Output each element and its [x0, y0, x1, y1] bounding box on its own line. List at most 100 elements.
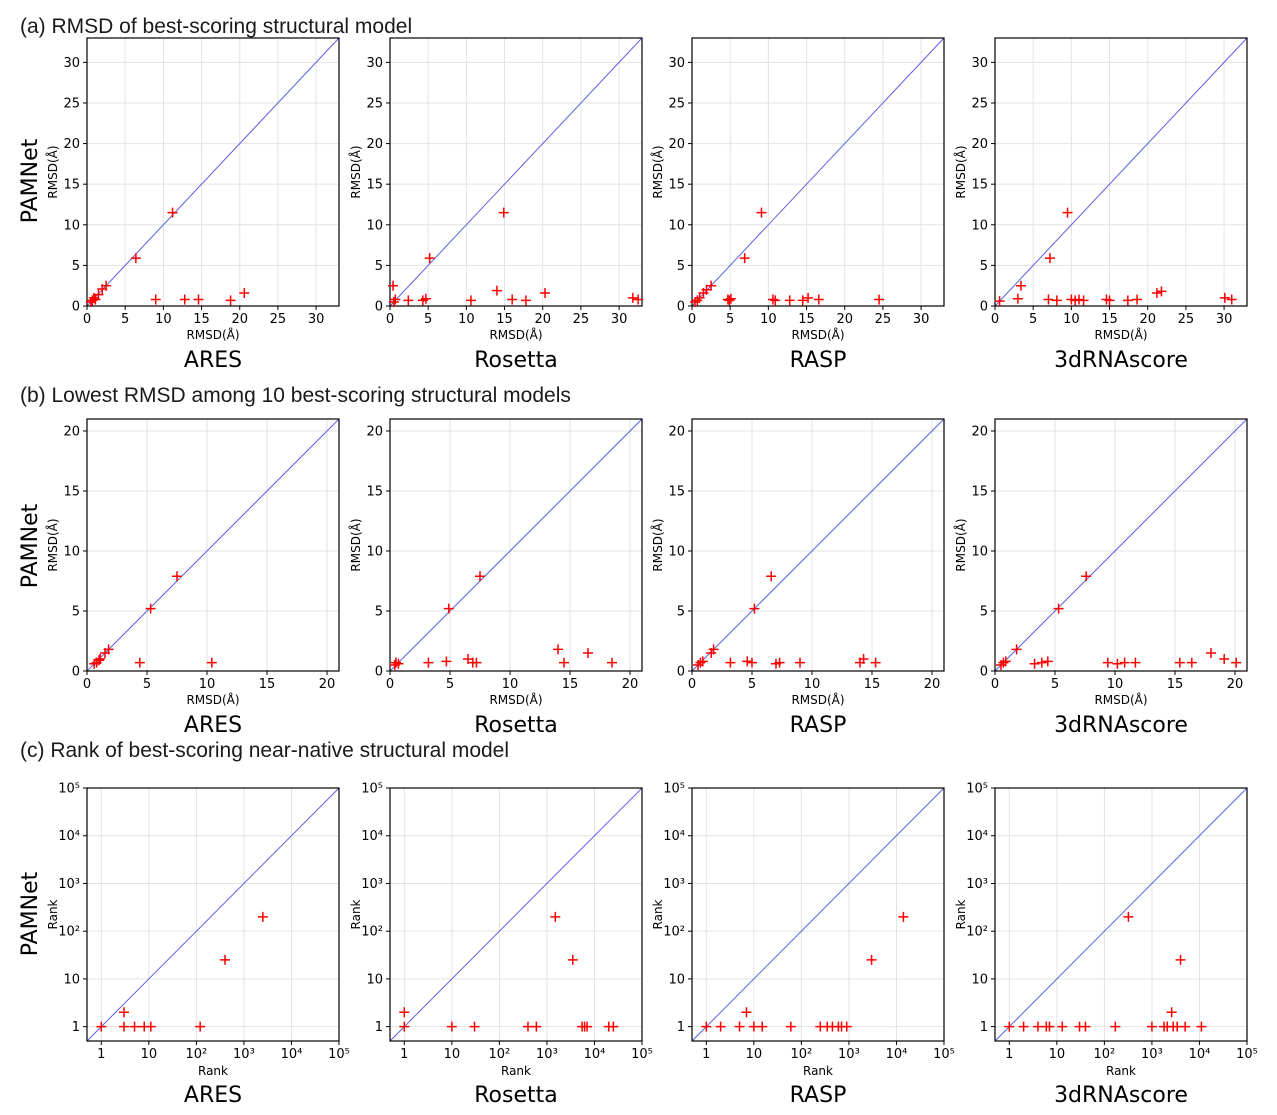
data-point [582, 1021, 593, 1032]
x-tick-label: 10 [1107, 677, 1124, 692]
y-tick-label: 10⁴ [361, 829, 383, 844]
y-tick-label: 10³ [58, 877, 80, 892]
x-tick-label: 25 [875, 312, 892, 327]
y-tick-label: 30 [366, 56, 383, 71]
x-tick-label: 15 [562, 677, 579, 692]
panel-0-1: 00 5 5 10 10 15 15 20 20 25 25 30 30 RMSD(Å) RMSD(Å) Ro… [348, 37, 644, 373]
y-tick-label: 10⁵ [663, 782, 685, 797]
y-tick-label: 10 [63, 545, 80, 560]
data-point [118, 1021, 129, 1032]
data-point [101, 280, 112, 291]
x-tick-label: 1 [1005, 1047, 1013, 1062]
x-tick-label: 25 [573, 312, 590, 327]
diagonal-line [389, 787, 643, 1042]
data-point [1011, 644, 1022, 655]
data-point [608, 1021, 619, 1032]
x-tick-label: 10⁴ [281, 1047, 303, 1062]
y-tick-label: 20 [366, 425, 383, 440]
x-tick-label: 10³ [838, 1047, 860, 1062]
data-point [1132, 294, 1143, 305]
data-point [150, 294, 161, 305]
data-point [531, 1021, 542, 1032]
axes-frame [994, 418, 1248, 672]
data-point [193, 294, 204, 305]
method-label: 3dRNAscore [1054, 1083, 1188, 1108]
data-point [129, 1021, 140, 1032]
data-point [866, 954, 877, 965]
data-point [93, 289, 104, 300]
panel-0-0: 00 5 5 10 10 15 15 20 20 25 25 30 30 RMSD(Å) RMSD(Å) AR… [45, 37, 340, 373]
method-label: ARES [184, 348, 242, 373]
axes-frame [86, 787, 340, 1042]
data-point [749, 603, 760, 614]
data-point [1042, 656, 1053, 667]
data-point [1044, 1021, 1055, 1032]
data-point [724, 295, 735, 306]
data-point [1130, 657, 1141, 668]
data-point [1032, 1021, 1043, 1032]
x-axis-label: RMSD(Å) [489, 327, 542, 342]
axes-frame [691, 37, 945, 307]
data-point [1078, 295, 1089, 306]
row-ylabel-b: PAMNet [18, 503, 43, 588]
data-point [465, 295, 476, 306]
y-tick-label: 20 [63, 425, 80, 440]
data-point [1062, 207, 1073, 218]
x-tick-label: 25 [1178, 312, 1195, 327]
y-tick-label: 5 [980, 605, 988, 620]
x-tick-label: 5 [748, 677, 756, 692]
data-point [399, 1021, 410, 1032]
data-point [813, 294, 824, 305]
x-tick-label: 10 [1049, 1047, 1066, 1062]
data-point [567, 954, 578, 965]
data-point [697, 656, 708, 667]
y-tick-label: 10³ [966, 877, 988, 892]
y-tick-label: 10 [63, 218, 80, 233]
data-point [471, 657, 482, 668]
x-tick-label: 20 [924, 677, 941, 692]
data-point [1151, 288, 1162, 299]
data-point [998, 657, 1009, 668]
y-tick-label: 0 [375, 665, 383, 680]
y-axis-label: RMSD(Å) [348, 518, 363, 571]
x-tick-label: 10³ [1141, 1047, 1163, 1062]
data-point [633, 294, 644, 305]
y-tick-label: 10 [971, 545, 988, 560]
y-tick-label: 20 [668, 137, 685, 152]
y-tick-label: 10⁵ [361, 782, 383, 797]
y-tick-label: 10² [361, 925, 383, 940]
axes-frame [86, 418, 340, 672]
data-point [94, 655, 104, 666]
data-point [550, 911, 561, 922]
axes-frame [691, 787, 945, 1042]
x-tick-label: 15 [496, 312, 513, 327]
data-point [1004, 1021, 1015, 1032]
panel-1-0: 00 5 5 10 10 15 15 20 20 RMSD(Å) RMSD(Å) ARES [45, 418, 340, 738]
y-axis-label: Rank [651, 899, 665, 929]
data-point [706, 280, 717, 291]
x-tick-label: 10 [804, 677, 821, 692]
x-tick-label: 20 [319, 677, 336, 692]
method-label: ARES [184, 713, 242, 738]
data-point [1166, 1007, 1177, 1018]
data-point [1053, 603, 1064, 614]
x-tick-label: 15 [193, 312, 210, 327]
diagonal-line [691, 418, 945, 672]
y-tick-label: 20 [63, 137, 80, 152]
method-label: 3dRNAscore [1054, 713, 1188, 738]
data-point [994, 296, 1005, 307]
data-point [725, 657, 736, 668]
x-tick-label: 30 [913, 312, 930, 327]
panel-0-2: 00 5 5 10 10 15 15 20 20 25 25 30 30 RMSD(Å) RMSD(Å) RA… [650, 37, 945, 373]
data-point [1015, 280, 1026, 291]
data-point [898, 911, 909, 922]
method-label: Rosetta [474, 348, 558, 373]
y-tick-label: 10⁴ [58, 829, 80, 844]
data-point [1029, 658, 1040, 669]
x-tick-label: 15 [259, 677, 276, 692]
data-point [1226, 294, 1237, 305]
y-tick-label: 20 [668, 425, 685, 440]
data-point [96, 1021, 107, 1032]
data-point [1051, 295, 1062, 306]
y-tick-label: 10³ [663, 877, 685, 892]
